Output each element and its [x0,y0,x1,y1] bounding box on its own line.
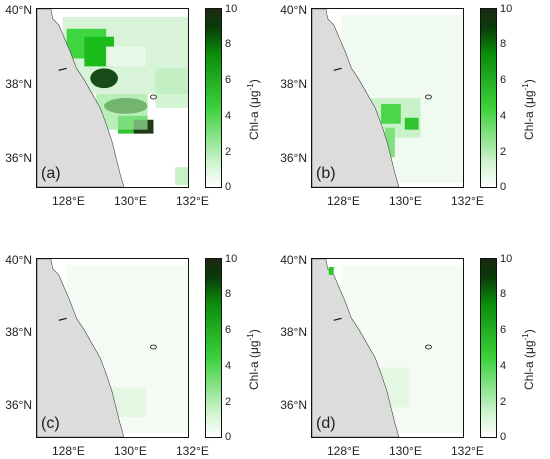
panel-a: 40°N 38°N 36°N (a) 128°E 130°E 132°E 10 … [0,0,275,229]
cbar-tick: 10 [500,3,513,15]
cbar-tick: 8 [225,288,232,300]
lat-label-36: 36°N [5,151,32,165]
map-c: (c) [36,258,189,438]
colorbar-c [205,258,222,438]
map-d: (d) [311,258,464,438]
colorbar-title: Chl-a (μg-1) [246,79,261,140]
panel-c: 40°N 38°N 36°N (c) 128°E 130°E 132°E 10 … [0,230,275,459]
cbar-tick: 4 [500,110,507,122]
lon-label-132: 132°E [176,194,209,208]
lon-label-130: 130°E [114,194,147,208]
cbar-tick: 2 [500,396,507,408]
lat-label-38: 38°N [5,325,32,339]
cbar-tick: 0 [500,181,507,193]
cbar-tick: 4 [500,360,507,372]
lon-label-132: 132°E [451,444,484,458]
cbar-tick: 6 [500,74,507,86]
cbar-tick: 2 [225,146,232,158]
lon-label-132: 132°E [176,444,209,458]
panel-tag-b: (b) [316,165,336,182]
cbar-tick: 0 [225,181,232,193]
cbar-tick: 2 [500,146,507,158]
panel-tag-c: (c) [41,415,60,432]
lon-label-128: 128°E [327,444,360,458]
map-b: (b) [311,8,464,188]
map-a: (a) [36,8,189,188]
lat-label-36: 36°N [280,151,307,165]
lon-label-128: 128°E [327,194,360,208]
lat-label-36: 36°N [5,398,32,412]
panel-b: 40°N 38°N 36°N (b) 128°E 130°E 132°E 10 … [275,0,550,229]
cbar-tick: 6 [225,324,232,336]
map-a-svg [37,9,188,187]
panel-tag-a: (a) [41,165,61,182]
colorbar-title: Chl-a (μg-1) [521,329,536,390]
cbar-tick: 0 [225,431,232,443]
cbar-tick: 8 [225,38,232,50]
colorbar-a [205,8,222,188]
cbar-tick: 4 [225,110,232,122]
lon-label-130: 130°E [389,444,422,458]
colorbar-title: Chl-a (μg-1) [246,329,261,390]
lat-label-40: 40°N [5,253,32,267]
map-d-svg [312,259,463,437]
map-c-svg [37,259,188,437]
lat-label-36: 36°N [280,398,307,412]
lon-label-130: 130°E [389,194,422,208]
cbar-tick: 0 [500,431,507,443]
lon-label-128: 128°E [52,194,85,208]
lon-label-130: 130°E [114,444,147,458]
cbar-tick: 6 [500,324,507,336]
colorbar-d [480,258,497,438]
map-b-svg [312,9,463,187]
lat-label-40: 40°N [280,3,307,17]
cbar-tick: 6 [225,74,232,86]
cbar-tick: 10 [500,253,513,265]
panel-d: 40°N 38°N 36°N (d) 128°E 130°E 132°E 10 … [275,230,550,459]
colorbar-title: Chl-a (μg-1) [521,79,536,140]
cbar-tick: 10 [225,3,238,15]
lat-label-40: 40°N [5,3,32,17]
lat-label-40: 40°N [280,253,307,267]
lat-label-38: 38°N [5,77,32,91]
lon-label-128: 128°E [52,444,85,458]
cbar-tick: 8 [500,288,507,300]
cbar-tick: 2 [225,396,232,408]
lat-label-38: 38°N [280,77,307,91]
cbar-tick: 4 [225,360,232,372]
panel-tag-d: (d) [316,415,336,432]
lat-label-38: 38°N [280,325,307,339]
colorbar-b [480,8,497,188]
cbar-tick: 8 [500,38,507,50]
cbar-tick: 10 [225,253,238,265]
lon-label-132: 132°E [451,194,484,208]
